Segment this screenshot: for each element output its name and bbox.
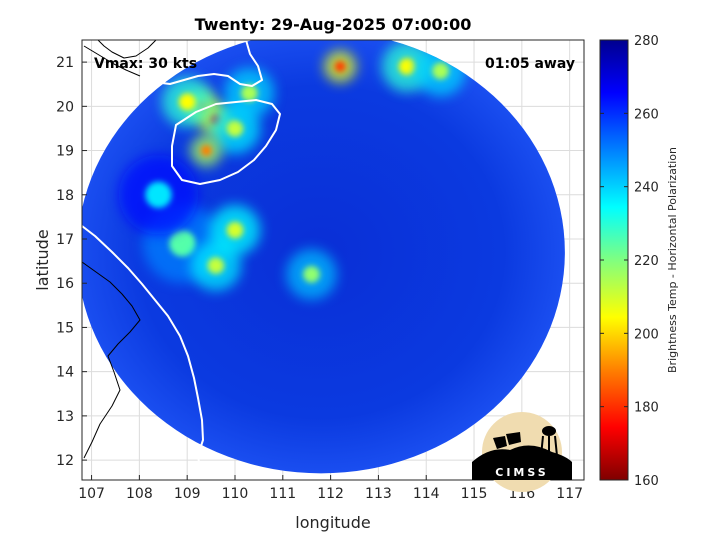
cold-feature: [398, 58, 416, 75]
y-tick-label: 14: [56, 365, 74, 381]
x-tick-label: 110: [222, 486, 249, 502]
x-tick-label: 113: [365, 486, 392, 502]
x-tick-label: 108: [126, 486, 153, 502]
cold-feature: [178, 93, 196, 111]
x-tick-label: 107: [78, 486, 105, 502]
y-tick-label: 19: [56, 144, 74, 160]
colorbar-tick-label: 200: [634, 327, 659, 342]
colorbar-tick-label: 180: [634, 401, 659, 416]
cold-feature: [207, 257, 225, 274]
y-axis: 12 13 14 15 16 17 18 19 20 21: [56, 55, 87, 469]
cold-feature: [240, 84, 258, 102]
colorbar-ticks: 160 180 200 220 240 260 280: [600, 34, 659, 489]
logo-tower-legs: [540, 435, 558, 457]
time-away-annotation: 01:05 away: [485, 56, 575, 72]
colorbar-tick-label: 280: [634, 34, 659, 49]
coastline-interior: [82, 261, 141, 459]
x-tick-label: 112: [317, 486, 344, 502]
cold-feature: [226, 221, 244, 239]
x-tick-label: 111: [269, 486, 296, 502]
cold-feature: [200, 145, 212, 156]
colorbar: [599, 39, 629, 481]
cold-feature: [334, 61, 346, 72]
y-tick-label: 12: [56, 453, 74, 469]
logo-hill: [472, 445, 572, 480]
y-tick-label: 21: [56, 55, 74, 71]
y-tick-label: 16: [56, 276, 74, 292]
logo-text: CIMSS: [495, 466, 548, 479]
x-axis: 107 108 109 110 111 112 113 114 115 116 117: [78, 475, 583, 502]
colorbar-tick-label: 260: [634, 107, 659, 122]
y-tick-label: 13: [56, 409, 74, 425]
colorbar-tick-label: 220: [634, 254, 659, 269]
y-axis-label: latitude: [33, 229, 52, 290]
cimss-logo: CIMSS: [472, 412, 572, 492]
coastline-north-outline: [97, 40, 157, 59]
cold-feature: [226, 120, 244, 137]
colorbar-tick-label: 240: [634, 181, 659, 196]
logo-dish-1: [493, 436, 507, 449]
colorbar-tick-label: 160: [634, 474, 659, 489]
y-tick-label: 18: [56, 188, 74, 204]
chart-title: Twenty: 29-Aug-2025 07:00:00: [195, 15, 472, 34]
x-tick-label: 114: [413, 486, 440, 502]
y-tick-label: 17: [56, 232, 74, 248]
logo-dish-2: [506, 432, 521, 445]
coastlines: [82, 40, 281, 480]
cold-feature: [145, 181, 172, 208]
x-axis-label: longitude: [295, 513, 370, 532]
x-tick-label: 109: [174, 486, 201, 502]
cold-features: [118, 41, 466, 300]
logo-water-tower: [542, 426, 556, 436]
coastline-hainan: [171, 99, 281, 185]
coastline-vietnam: [82, 225, 204, 480]
x-tick-label: 115: [461, 486, 488, 502]
cold-feature: [169, 230, 196, 257]
y-tick-label: 15: [56, 320, 74, 336]
cold-feature: [432, 62, 449, 80]
vmax-annotation: Vmax: 30 kts: [94, 56, 197, 72]
x-tick-label: 117: [556, 486, 583, 502]
y-tick-label: 20: [56, 99, 74, 115]
cold-feature: [303, 265, 320, 283]
coastline-leizhou: [139, 40, 263, 87]
colorbar-label: Brightness Temp - Horizontal Polarizatio…: [666, 147, 679, 373]
plot-frame: [81, 39, 585, 481]
